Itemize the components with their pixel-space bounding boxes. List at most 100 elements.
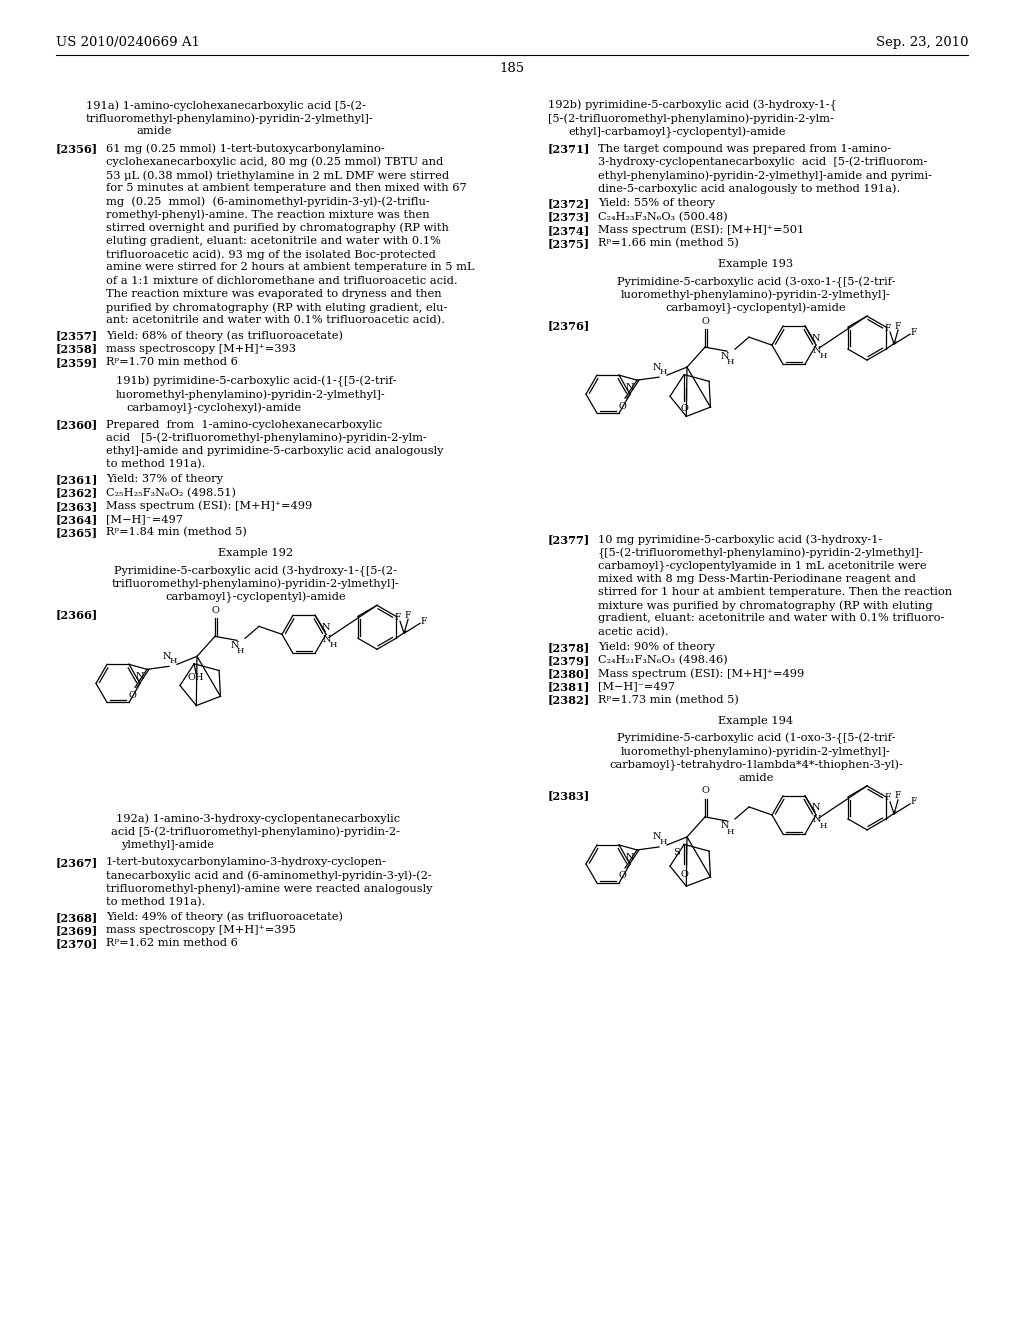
Text: O: O [211,606,219,615]
Text: [2374]: [2374] [548,224,590,236]
Text: Yield: 49% of theory (as trifluoroacetate): Yield: 49% of theory (as trifluoroacetat… [106,912,343,923]
Text: H: H [819,822,826,830]
Text: N: N [813,346,821,355]
Text: C₂₄H₂₃F₃N₆O₃ (500.48): C₂₄H₂₃F₃N₆O₃ (500.48) [598,211,728,222]
Text: [2369]: [2369] [56,925,98,936]
Text: Mass spectrum (ESI): [M+H]⁺=499: Mass spectrum (ESI): [M+H]⁺=499 [598,668,804,678]
Text: acetic acid).: acetic acid). [598,627,669,638]
Text: mg  (0.25  mmol)  (6-aminomethyl-pyridin-3-yl)-(2-triflu-: mg (0.25 mmol) (6-aminomethyl-pyridin-3-… [106,197,430,207]
Text: trifluoromethyl-phenylamino)-pyridin-2-ylmethyl]-: trifluoromethyl-phenylamino)-pyridin-2-y… [112,578,400,589]
Text: N: N [721,821,729,830]
Text: to method 191a).: to method 191a). [106,896,206,907]
Text: Yield: 55% of theory: Yield: 55% of theory [598,198,715,209]
Text: [2380]: [2380] [548,668,590,680]
Text: Rᵖ=1.73 min (method 5): Rᵖ=1.73 min (method 5) [598,694,739,705]
Text: O: O [128,690,136,700]
Text: [2377]: [2377] [548,535,590,545]
Text: carbamoyl}-cyclopentyl)-amide: carbamoyl}-cyclopentyl)-amide [666,302,846,314]
Text: F: F [911,327,918,337]
Text: The target compound was prepared from 1-amino-: The target compound was prepared from 1-… [598,144,891,153]
Text: ylmethyl]-amide: ylmethyl]-amide [121,840,214,850]
Text: F: F [395,612,401,622]
Text: Rᵖ=1.84 min (method 5): Rᵖ=1.84 min (method 5) [106,527,247,537]
Text: O: O [680,404,688,413]
Text: Example 194: Example 194 [719,715,794,726]
Text: F: F [885,793,891,803]
Text: ethyl]-carbamoyl}-cyclopentyl)-amide: ethyl]-carbamoyl}-cyclopentyl)-amide [568,127,785,137]
Text: H: H [659,368,667,376]
Text: amine were stirred for 2 hours at ambient temperature in 5 mL: amine were stirred for 2 hours at ambien… [106,263,474,272]
Text: N: N [163,652,171,661]
Text: F: F [885,323,891,333]
Text: [M−H]⁻=497: [M−H]⁻=497 [598,681,675,692]
Text: ethyl-phenylamino)-pyridin-2-ylmethyl]-amide and pyrimi-: ethyl-phenylamino)-pyridin-2-ylmethyl]-a… [598,170,932,181]
Text: N: N [812,334,820,343]
Text: 192a) 1-amino-3-hydroxy-cyclopentanecarboxylic: 192a) 1-amino-3-hydroxy-cyclopentanecarb… [116,813,400,824]
Text: [2364]: [2364] [56,513,98,525]
Text: H: H [819,352,826,360]
Text: O: O [618,871,626,880]
Text: tanecarboxylic acid and (6-aminomethyl-pyridin-3-yl)-(2-: tanecarboxylic acid and (6-aminomethyl-p… [106,870,432,880]
Text: N: N [322,623,331,632]
Text: 10 mg pyrimidine-5-carboxylic acid (3-hydroxy-1-: 10 mg pyrimidine-5-carboxylic acid (3-hy… [598,535,883,545]
Text: Pyrimidine-5-carboxylic acid (3-oxo-1-{[5-(2-trif-: Pyrimidine-5-carboxylic acid (3-oxo-1-{[… [616,276,895,288]
Text: amide: amide [738,772,774,783]
Text: F: F [895,792,901,800]
Text: [M−H]⁻=497: [M−H]⁻=497 [106,513,183,524]
Text: C₂₄H₂₁F₃N₆O₃ (498.46): C₂₄H₂₁F₃N₆O₃ (498.46) [598,655,728,665]
Text: stirred overnight and purified by chromatography (RP with: stirred overnight and purified by chroma… [106,223,449,234]
Text: [2370]: [2370] [56,939,98,949]
Text: 61 mg (0.25 mmol) 1-tert-butoxycarbonylamino-: 61 mg (0.25 mmol) 1-tert-butoxycarbonyla… [106,144,385,154]
Text: Mass spectrum (ESI): [M+H]⁺=501: Mass spectrum (ESI): [M+H]⁺=501 [598,224,804,235]
Text: US 2010/0240669 A1: US 2010/0240669 A1 [56,36,200,49]
Text: [2360]: [2360] [56,420,98,430]
Text: carbamoyl}-cyclopentylyamide in 1 mL acetonitrile were: carbamoyl}-cyclopentylyamide in 1 mL ace… [598,561,927,572]
Text: Pyrimidine-5-carboxylic acid (3-hydroxy-1-{[5-(2-: Pyrimidine-5-carboxylic acid (3-hydroxy-… [115,565,397,577]
Text: {[5-(2-trifluoromethyl-phenylamino)-pyridin-2-ylmethyl]-: {[5-(2-trifluoromethyl-phenylamino)-pyri… [598,548,924,558]
Text: carbamoyl}-cyclohexyl)-amide: carbamoyl}-cyclohexyl)-amide [126,403,301,413]
Text: [2358]: [2358] [56,343,98,355]
Text: [2373]: [2373] [548,211,590,223]
Text: amide: amide [136,127,171,136]
Text: Mass spectrum (ESI): [M+H]⁺=499: Mass spectrum (ESI): [M+H]⁺=499 [106,500,312,511]
Text: luoromethyl-phenylamino)-pyridin-2-ylmethyl]-: luoromethyl-phenylamino)-pyridin-2-ylmet… [116,389,386,400]
Text: trifluoromethyl-phenylamino)-pyridin-2-ylmethyl]-: trifluoromethyl-phenylamino)-pyridin-2-y… [86,114,374,124]
Text: [2359]: [2359] [56,356,98,368]
Text: Prepared  from  1-amino-cyclohexanecarboxylic: Prepared from 1-amino-cyclohexanecarboxy… [106,420,382,429]
Text: [2363]: [2363] [56,500,98,512]
Text: mass spectroscopy [M+H]⁺=393: mass spectroscopy [M+H]⁺=393 [106,343,296,354]
Text: F: F [911,797,918,807]
Text: H: H [169,657,177,665]
Text: N: N [812,804,820,812]
Text: eluting gradient, eluant: acetonitrile and water with 0.1%: eluting gradient, eluant: acetonitrile a… [106,236,441,246]
Text: ant: acetonitrile and water with 0.1% trifluoroacetic acid).: ant: acetonitrile and water with 0.1% tr… [106,315,445,326]
Text: 185: 185 [500,62,524,75]
Text: [2382]: [2382] [548,694,590,706]
Text: N: N [652,363,662,372]
Text: to method 191a).: to method 191a). [106,459,206,470]
Text: [2367]: [2367] [56,857,98,869]
Text: trifluoroacetic acid). 93 mg of the isolated Boc-protected: trifluoroacetic acid). 93 mg of the isol… [106,249,436,260]
Text: H: H [237,647,244,655]
Text: purified by chromatography (RP with eluting gradient, elu-: purified by chromatography (RP with elut… [106,302,447,313]
Text: [5-(2-trifluoromethyl-phenylamino)-pyridin-2-ylm-: [5-(2-trifluoromethyl-phenylamino)-pyrid… [548,114,834,124]
Text: O: O [701,317,709,326]
Text: dine-5-carboxylic acid analogously to method 191a).: dine-5-carboxylic acid analogously to me… [598,183,900,194]
Text: Yield: 37% of theory: Yield: 37% of theory [106,474,223,484]
Text: [2375]: [2375] [548,238,590,249]
Text: F: F [404,611,412,620]
Text: ethyl]-amide and pyrimidine-5-carboxylic acid analogously: ethyl]-amide and pyrimidine-5-carboxylic… [106,446,443,455]
Text: N: N [230,640,240,649]
Text: [2356]: [2356] [56,144,98,154]
Text: Rᵖ=1.70 min method 6: Rᵖ=1.70 min method 6 [106,356,238,367]
Text: [2371]: [2371] [548,144,591,154]
Text: N: N [323,635,331,644]
Text: O: O [680,870,688,879]
Text: N: N [136,672,144,681]
Text: [2357]: [2357] [56,330,98,342]
Text: Yield: 68% of theory (as trifluoroacetate): Yield: 68% of theory (as trifluoroacetat… [106,330,343,341]
Text: 191a) 1-amino-cyclohexanecarboxylic acid [5-(2-: 191a) 1-amino-cyclohexanecarboxylic acid… [86,100,366,111]
Text: C₂₅H₂₅F₃N₆O₂ (498.51): C₂₅H₂₅F₃N₆O₂ (498.51) [106,487,236,498]
Text: [2383]: [2383] [548,789,590,801]
Text: S: S [673,847,680,857]
